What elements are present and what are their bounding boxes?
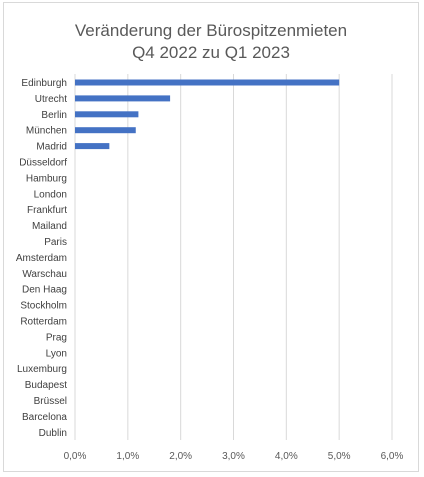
x-tick-label: 1,0%	[116, 451, 139, 462]
chart-title: Veränderung der Bürospitzenmieten	[74, 21, 348, 40]
y-tick-label: Warschau	[22, 269, 67, 280]
y-tick-label: Berlin	[41, 110, 67, 121]
y-tick-label: Madrid	[36, 142, 67, 153]
y-tick-label: Düsseldorf	[19, 158, 67, 169]
y-tick-label: Luxemburg	[17, 364, 67, 375]
x-tick-label: 2,0%	[169, 451, 192, 462]
y-tick-label: Rotterdam	[20, 317, 67, 328]
bar	[75, 127, 136, 134]
y-tick-label: Hamburg	[26, 173, 67, 184]
y-tick-label: München	[26, 126, 67, 137]
bar	[75, 95, 171, 102]
y-tick-label: Dublin	[39, 428, 67, 439]
bar	[75, 143, 110, 150]
chart-subtitle: Q4 2022 zu Q1 2023	[132, 43, 290, 62]
x-tick-label: 5,0%	[328, 451, 351, 462]
y-tick-label: Den Haag	[22, 285, 67, 296]
y-tick-label: Brüssel	[34, 396, 67, 407]
y-tick-label: Amsterdam	[16, 253, 67, 264]
x-tick-label: 3,0%	[222, 451, 245, 462]
y-tick-label: Stockholm	[20, 301, 67, 312]
y-tick-label: London	[34, 189, 67, 200]
y-tick-label: Lyon	[46, 348, 67, 359]
y-tick-label: Edinburgh	[21, 78, 67, 89]
y-tick-label: Frankfurt	[27, 205, 67, 216]
bar	[75, 111, 139, 118]
y-tick-label: Mailand	[32, 221, 67, 232]
y-tick-label: Prag	[46, 332, 67, 343]
x-tick-label: 4,0%	[275, 451, 298, 462]
y-tick-label: Utrecht	[35, 94, 67, 105]
y-tick-label: Paris	[44, 237, 67, 248]
bar	[75, 79, 340, 86]
x-tick-label: 0,0%	[64, 451, 87, 462]
y-tick-label: Budapest	[25, 380, 67, 391]
x-tick-label: 6,0%	[381, 451, 404, 462]
y-tick-label: Barcelona	[22, 412, 67, 423]
